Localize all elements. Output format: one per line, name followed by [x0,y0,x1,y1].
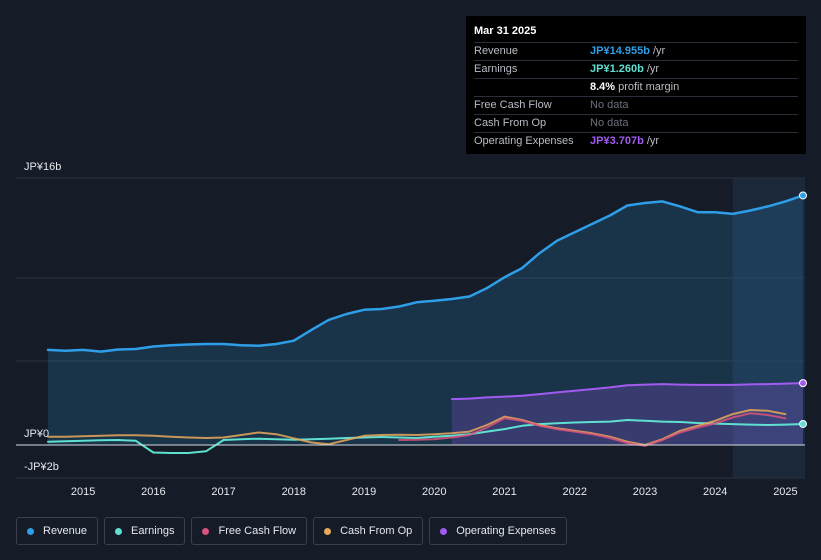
operating-expenses-line [450,382,804,401]
legend-dot-icon [324,527,332,535]
tooltip-row: Revenue JP¥14.955b/yr [474,42,798,60]
free-cash-flow-line [398,412,787,447]
revenue-end-marker [799,191,807,200]
legend-dot-icon [440,527,448,535]
x-tick-label: 2024 [703,486,727,498]
tooltip-row-value: JP¥3.707b [590,135,644,147]
revenue-line [46,194,805,353]
tooltip-row-unit: /yr [646,63,660,75]
earnings-line [47,419,804,454]
tooltip-row: Earnings JP¥1.260b/yr [474,60,798,78]
tooltip-row: Free Cash Flow No data [474,96,798,114]
x-tick-label: 2018 [282,486,306,498]
legend-dot-icon [202,527,210,535]
legend-label: Cash From Op [340,525,413,537]
tooltip-row: 8.4% profit margin [474,78,798,96]
legend-item-free-cash-flow[interactable]: Free Cash Flow [191,517,308,545]
legend-item-earnings[interactable]: Earnings [104,517,186,545]
y-axis-label: -JP¥2b [24,461,59,473]
legend-label: Revenue [43,525,88,537]
legend-item-revenue[interactable]: Revenue [16,517,99,545]
legend-item-cash-from-op[interactable]: Cash From Op [313,517,424,545]
legend-item-operating-expenses[interactable]: Operating Expenses [429,517,567,545]
tooltip-row-value: JP¥14.955b [590,45,650,57]
legend-label: Earnings [131,525,175,537]
tooltip-row-value: JP¥1.260b [590,63,644,75]
tooltip-row-value: 8.4% [590,81,616,93]
x-tick-label: 2016 [141,486,165,498]
tooltip-row-label: Cash From Op [474,117,547,129]
x-tick-label: 2025 [773,486,797,498]
tooltip-row-unit: /yr [652,45,666,57]
y-axis-label: JP¥16b [24,161,61,173]
tooltip-row-value: No data [590,99,629,111]
tooltip-panel: Mar 31 2025 Revenue JP¥14.955b/yr Earnings… [466,16,806,154]
operating-expenses-end-marker [799,379,807,388]
legend: Revenue Earnings Free Cash Flow Cash From O… [16,517,567,545]
x-tick-label: 2023 [633,486,657,498]
tooltip-row-label: Operating Expenses [474,135,574,147]
tooltip-row-label: Earnings [474,63,518,75]
x-tick-label: 2020 [422,486,446,498]
x-tick-label: 2019 [352,486,376,498]
legend-label: Operating Expenses [456,525,556,537]
x-tick-label: 2022 [563,486,587,498]
tooltip-row: Cash From Op No data [474,114,798,132]
tooltip-date: Mar 31 2025 [474,25,537,37]
tooltip-row-unit: /yr [646,135,660,147]
tooltip-row-value: No data [590,117,629,129]
x-tick-label: 2017 [211,486,235,498]
tooltip-row-label: Revenue [474,45,519,57]
y-axis-label: JP¥0 [24,428,49,440]
x-tick-label: 2015 [71,486,95,498]
operating-expenses-area [451,383,803,445]
earnings-end-marker [799,419,807,428]
revenue-area [48,195,803,445]
legend-dot-icon [27,527,34,535]
x-tick-label: 2021 [492,486,516,498]
tooltip-row-label: Free Cash Flow [474,99,552,111]
legend-label: Free Cash Flow [218,525,297,537]
tooltip-row: Operating Expenses JP¥3.707b/yr [474,132,798,150]
tooltip-row-unit: profit margin [618,81,680,93]
tooltip-row-label [474,79,590,96]
highlight-region [732,178,805,478]
legend-dot-icon [115,527,123,535]
